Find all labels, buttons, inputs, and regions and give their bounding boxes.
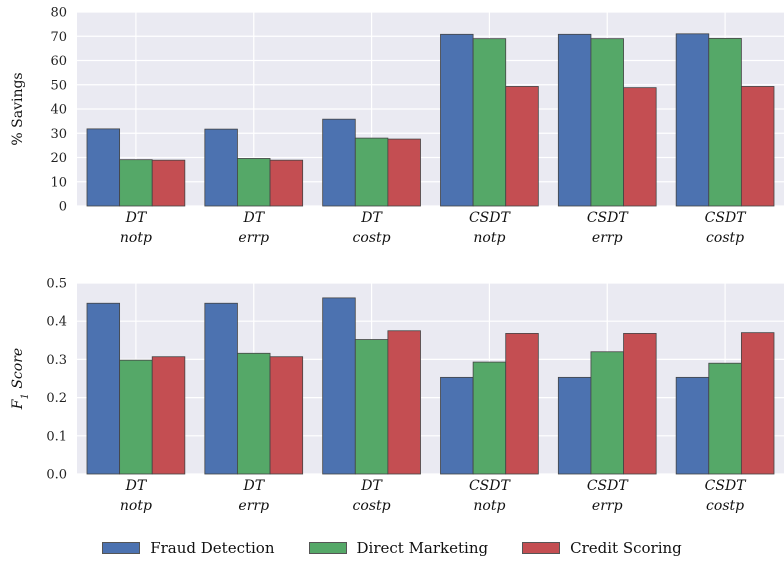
f1-bar-fraud-detection-csdt-errp <box>557 376 592 475</box>
f1-bar-credit-scoring-dt-errp <box>269 356 304 475</box>
savings-bar-direct-marketing-csdt-errp <box>590 38 624 207</box>
f1-x-tick-label-model: CSDT <box>705 478 748 494</box>
f1-x-tick-label-model: DT <box>125 478 148 494</box>
savings-chart: 0 10 20 30 40 50 60 70 80 DT notp DT errp DT costp CSD… <box>10 6 784 246</box>
savings-bar-direct-marketing-dt-costp <box>354 137 389 207</box>
f1-bar-fraud-detection-dt-errp <box>204 302 238 475</box>
savings-y-tick-label: 80 <box>50 6 67 21</box>
savings-bar-fraud-detection-csdt-notp <box>440 33 474 207</box>
f1-bar-credit-scoring-csdt-notp <box>505 333 539 475</box>
savings-y-tick-label: 60 <box>50 54 67 69</box>
f1-x-tick-label-method: errp <box>592 498 623 514</box>
f1-x-ticks: DT notp DT errp DT costp CSDT notp CSDT errp CSDT c… <box>120 478 747 514</box>
savings-bar-fraud-detection-dt-errp <box>204 128 238 207</box>
f1-plot-area <box>77 283 784 474</box>
savings-y-ticks: 0 10 20 30 40 50 60 70 80 <box>50 6 67 215</box>
f1-bar-fraud-detection-csdt-costp <box>675 376 710 475</box>
f1-x-tick-label-model: DT <box>242 478 265 494</box>
savings-y-tick-label: 40 <box>50 103 67 118</box>
f1-bar-credit-scoring-dt-notp <box>151 356 186 475</box>
savings-x-ticks: DT notp DT errp DT costp CSDT notp CSDT errp CSDT c… <box>120 210 747 246</box>
savings-bar-fraud-detection-dt-notp <box>86 128 121 207</box>
savings-x-tick-label-method: costp <box>353 230 391 246</box>
savings-x-tick-label-model: DT <box>125 210 148 226</box>
savings-x-tick-label-model: DT <box>242 210 265 226</box>
f1-bar-credit-scoring-csdt-errp <box>623 333 657 475</box>
savings-bar-credit-scoring-dt-notp <box>151 159 186 207</box>
legend-label-credit-scoring: Credit Scoring <box>570 539 682 557</box>
f1-bar-direct-marketing-csdt-costp <box>708 362 742 475</box>
figure: 0 10 20 30 40 50 60 70 80 DT notp DT errp DT costp CSD… <box>10 6 784 514</box>
savings-bar-fraud-detection-dt-costp <box>322 118 356 207</box>
savings-y-tick-label: 10 <box>50 175 67 190</box>
f1-y-tick-label: 0.5 <box>46 277 67 292</box>
savings-bar-fraud-detection-csdt-errp <box>557 33 592 207</box>
f1-y-tick-label: 0.0 <box>46 468 67 483</box>
f1-y-tick-label: 0.1 <box>46 429 67 444</box>
savings-y-tick-label: 50 <box>50 78 67 93</box>
f1-bar-direct-marketing-dt-costp <box>354 339 389 475</box>
f1-x-tick-label-method: errp <box>238 498 269 514</box>
legend: Fraud Detection Direct Marketing Credit … <box>0 536 784 560</box>
savings-bar-direct-marketing-dt-errp <box>237 158 271 207</box>
f1-bar-fraud-detection-csdt-notp <box>440 376 474 475</box>
f1-bar-fraud-detection-dt-notp <box>86 302 121 475</box>
legend-swatch-direct-marketing <box>308 542 347 554</box>
savings-x-tick-label-method: costp <box>706 230 744 246</box>
f1-x-tick-label-model: CSDT <box>469 478 512 494</box>
savings-x-tick-label-method: errp <box>592 230 623 246</box>
f1-bar-direct-marketing-dt-notp <box>119 359 153 475</box>
legend-item-direct-marketing: Direct Marketing <box>308 539 489 557</box>
f1-score-chart: 0.0 0.1 0.2 0.3 0.4 0.5 DT notp DT errp DT costp CS… <box>10 277 784 514</box>
f1-x-tick-label-method: costp <box>353 498 391 514</box>
savings-bar-direct-marketing-csdt-notp <box>472 38 507 207</box>
legend-item-credit-scoring: Credit Scoring <box>522 539 682 557</box>
f1-bar-credit-scoring-dt-costp <box>387 330 421 475</box>
f1-bar-direct-marketing-dt-errp <box>237 352 271 475</box>
f1-bar-fraud-detection-dt-costp <box>322 297 356 475</box>
f1-x-tick-label-method: costp <box>706 498 744 514</box>
savings-x-tick-label-method: notp <box>473 230 505 246</box>
savings-bar-credit-scoring-dt-errp <box>269 159 304 207</box>
f1-x-tick-label-model: DT <box>360 478 383 494</box>
savings-x-tick-label-model: CSDT <box>469 210 512 226</box>
f1-y-ticks: 0.0 0.1 0.2 0.3 0.4 0.5 <box>46 277 67 483</box>
legend-item-fraud-detection: Fraud Detection <box>102 539 275 557</box>
savings-bar-direct-marketing-csdt-costp <box>708 38 742 207</box>
f1-bar-direct-marketing-csdt-errp <box>590 351 624 475</box>
savings-bar-credit-scoring-csdt-notp <box>505 86 539 207</box>
savings-y-axis-title: % Savings <box>10 72 26 145</box>
f1-y-tick-label: 0.3 <box>46 353 67 368</box>
savings-y-tick-label: 70 <box>50 30 67 45</box>
savings-x-tick-label-method: notp <box>120 230 152 246</box>
savings-bar-credit-scoring-csdt-costp <box>740 86 775 207</box>
f1-bars <box>86 297 775 475</box>
savings-bar-credit-scoring-dt-costp <box>387 138 421 207</box>
savings-bar-credit-scoring-csdt-errp <box>623 87 657 207</box>
savings-x-tick-label-method: errp <box>238 230 269 246</box>
f1-y-tick-label: 0.2 <box>46 391 67 406</box>
savings-y-tick-label: 30 <box>50 127 67 142</box>
savings-x-tick-label-model: CSDT <box>587 210 630 226</box>
f1-x-tick-label-method: notp <box>120 498 152 514</box>
savings-bars <box>86 33 775 207</box>
savings-bar-direct-marketing-dt-notp <box>119 159 153 207</box>
savings-x-tick-label-model: CSDT <box>705 210 748 226</box>
f1-y-axis-title: F1 Score <box>10 348 31 410</box>
f1-y-tick-label: 0.4 <box>46 315 67 330</box>
savings-y-tick-label: 20 <box>50 151 67 166</box>
legend-swatch-fraud-detection <box>102 542 141 554</box>
f1-x-tick-label-method: notp <box>473 498 505 514</box>
legend-swatch-credit-scoring <box>522 542 561 554</box>
legend-label-fraud-detection: Fraud Detection <box>150 539 275 557</box>
f1-x-tick-label-model: CSDT <box>587 478 630 494</box>
f1-bar-direct-marketing-csdt-notp <box>472 361 507 475</box>
savings-y-tick-label: 0 <box>59 200 67 215</box>
f1-bar-credit-scoring-csdt-costp <box>740 332 775 475</box>
savings-x-tick-label-model: DT <box>360 210 383 226</box>
legend-label-direct-marketing: Direct Marketing <box>356 539 489 557</box>
savings-bar-fraud-detection-csdt-costp <box>675 33 710 207</box>
